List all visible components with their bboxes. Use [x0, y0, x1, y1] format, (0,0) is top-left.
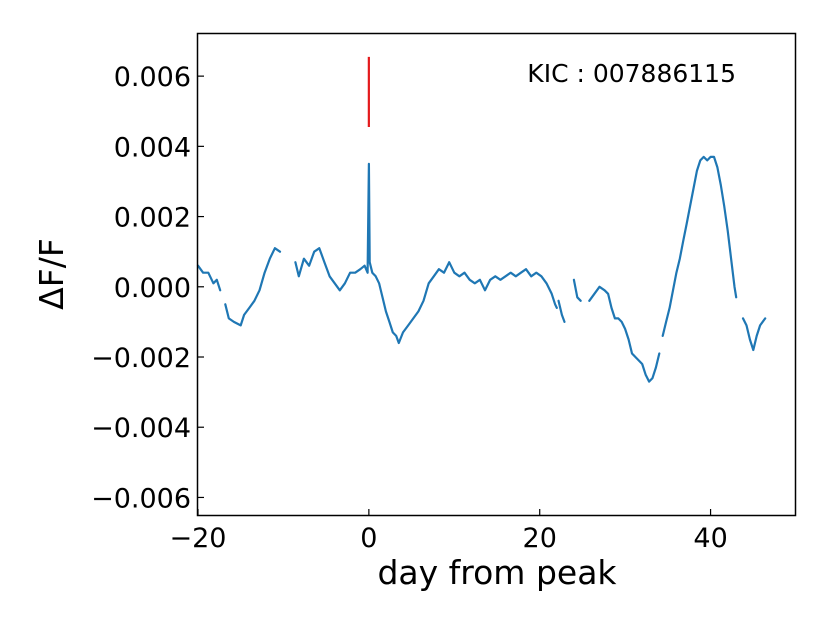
y-tick-label: 0.000	[114, 273, 191, 304]
y-axis-title: ΔF/F	[32, 238, 71, 310]
y-tick-label: −0.002	[91, 343, 191, 374]
y-tick-label: −0.004	[91, 413, 191, 444]
series-line-segment	[196, 264, 222, 292]
series-line-segment	[741, 317, 767, 352]
x-tick-label: 40	[693, 523, 727, 554]
y-axis: −0.006 −0.004 −0.002 0.000 0.002 0.004 0.006	[91, 62, 204, 514]
x-tick-label: −20	[170, 523, 227, 554]
y-tick-label: 0.002	[114, 203, 191, 234]
x-tick-label: 0	[360, 523, 377, 554]
x-axis-title: day from peak	[377, 553, 617, 592]
plot-layer	[196, 56, 767, 383]
series-line-segment	[588, 285, 661, 383]
plot-frame	[196, 32, 797, 517]
x-axis: −20 0 20 40	[170, 509, 728, 554]
series-line-segment	[294, 162, 558, 345]
x-tick-label: 20	[523, 523, 557, 554]
annotation-label: KIC : 007886115	[527, 59, 736, 88]
series-line-segment	[224, 247, 282, 327]
y-tick-label: 0.006	[114, 62, 191, 93]
series-line-segment	[661, 155, 738, 337]
series-line-segment	[572, 278, 582, 302]
y-tick-label: 0.004	[114, 132, 191, 163]
series-line-segment	[557, 299, 566, 323]
y-tick-label: −0.006	[91, 483, 191, 514]
